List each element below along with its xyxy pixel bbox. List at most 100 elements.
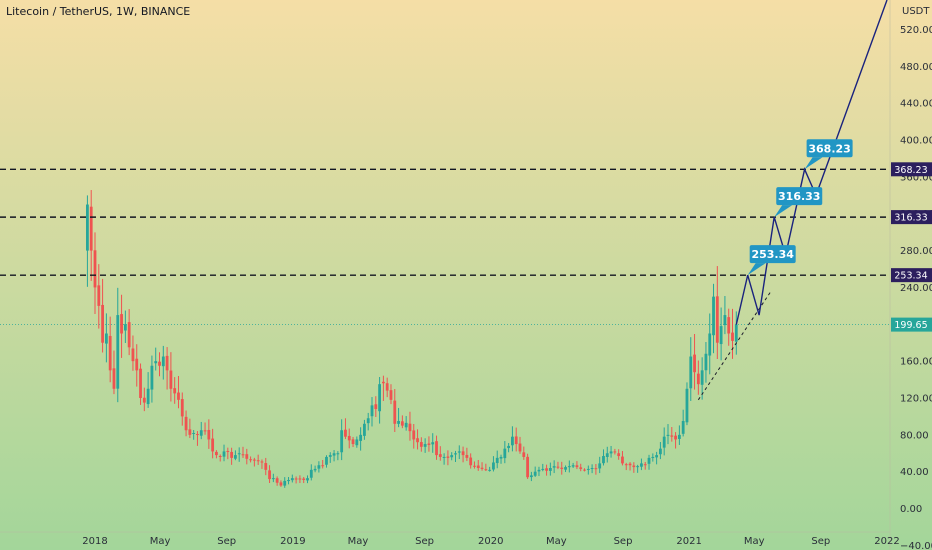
x-tick-label: May (348, 536, 369, 547)
candle (317, 461, 321, 473)
candle (438, 446, 442, 461)
candle (734, 311, 738, 355)
candle (123, 310, 127, 343)
candle (252, 457, 256, 467)
candle (541, 463, 545, 472)
candle (719, 307, 723, 361)
x-tick-label: Sep (614, 536, 633, 547)
level-tag: 368.23 (891, 162, 932, 177)
candle (454, 450, 457, 463)
y-tick-label: 0.00 (900, 504, 922, 515)
candle (586, 465, 590, 475)
candle (127, 309, 131, 356)
candle (283, 477, 287, 488)
candle (583, 468, 586, 472)
candle (522, 446, 526, 460)
candle (696, 360, 700, 395)
candle (207, 419, 211, 449)
price-tags: 368.23 316.33 253.34 199.65 (891, 162, 932, 332)
candle (290, 474, 294, 483)
candle (442, 453, 446, 465)
candle (173, 377, 177, 404)
candle (476, 459, 480, 471)
candle (169, 352, 173, 402)
plot-area[interactable]: 253.34 316.33 368.23 (0, 0, 890, 488)
candle (700, 357, 704, 400)
candle (218, 454, 222, 462)
candle (529, 471, 533, 482)
candle (715, 266, 719, 359)
candle (450, 452, 454, 461)
candle (363, 419, 366, 440)
x-tick-label: 2022 (874, 536, 899, 547)
candle (101, 278, 104, 353)
candle (215, 450, 218, 459)
time-axis[interactable]: 2018 May Sep 2019 May Sep 2020 May Sep 2021 May Sep… (82, 536, 899, 547)
candle (139, 363, 142, 405)
candle (533, 466, 537, 477)
candle (594, 464, 598, 475)
candle (435, 435, 438, 460)
candle (457, 445, 461, 460)
candle (712, 283, 715, 354)
candle (142, 387, 146, 412)
candle (689, 337, 693, 401)
y-tick-label: 360.00 (900, 172, 932, 183)
candle (104, 313, 108, 363)
price-callout: 316.33 (774, 187, 823, 218)
candle (423, 438, 427, 453)
candle (723, 296, 727, 335)
candle (321, 459, 325, 469)
candle (146, 372, 150, 408)
x-tick-label: 2018 (82, 536, 107, 547)
candle (389, 384, 393, 405)
candle (89, 190, 93, 281)
y-tick-label: 440.00 (900, 99, 932, 110)
y-tick-label: 280.00 (900, 246, 932, 257)
candle (416, 429, 419, 450)
candle (211, 428, 215, 459)
level-tag-label: 253.34 (894, 271, 927, 282)
candle (526, 453, 529, 479)
candle (378, 377, 381, 424)
candle (552, 460, 556, 474)
y-tick-label: 480.00 (900, 62, 932, 73)
candle (196, 431, 199, 446)
candle (503, 441, 507, 464)
candle (230, 447, 234, 465)
candle (624, 462, 628, 471)
candle (328, 452, 332, 463)
candle (188, 418, 192, 439)
last-price-tag: 199.65 (891, 317, 932, 332)
y-tick-label: 240.00 (900, 283, 932, 294)
y-tick-label: 120.00 (900, 393, 932, 404)
candle (260, 459, 264, 469)
candle (397, 407, 400, 428)
candle (192, 430, 196, 440)
price-axis[interactable]: −40.000.0040.0080.00120.00160.00200.0024… (900, 25, 932, 550)
x-tick-label: Sep (811, 536, 830, 547)
candle (161, 345, 165, 380)
candles-series (86, 190, 738, 488)
candle (154, 347, 158, 371)
candle (222, 444, 226, 462)
candle (473, 461, 476, 469)
candle (461, 446, 465, 463)
candle (344, 418, 347, 440)
candle (507, 443, 511, 453)
y-tick-label: −40.00 (900, 541, 932, 550)
candle (636, 464, 640, 473)
level-tag-label: 368.23 (894, 165, 927, 176)
candle (545, 464, 548, 476)
candle (184, 410, 188, 437)
x-tick-label: Sep (217, 536, 236, 547)
candle (495, 450, 499, 469)
candle (287, 476, 290, 485)
candle (469, 453, 473, 469)
candle (412, 423, 416, 449)
candle (355, 436, 359, 448)
candle (404, 416, 408, 431)
candle (693, 333, 696, 390)
candle (708, 313, 712, 375)
